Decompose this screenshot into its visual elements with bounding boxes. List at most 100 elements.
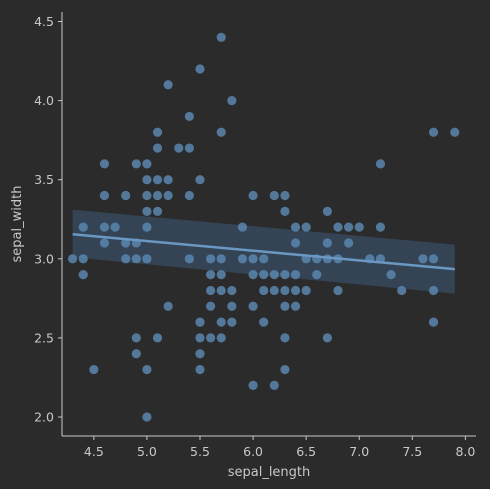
scatter-point xyxy=(184,190,194,201)
scatter-point xyxy=(280,190,290,201)
scatter-point xyxy=(386,270,396,280)
scatter-point xyxy=(280,333,290,343)
scatter-point xyxy=(216,333,226,343)
scatter-point xyxy=(428,127,439,137)
scatter-point xyxy=(152,333,163,343)
scatter-point xyxy=(206,333,216,343)
scatter-point xyxy=(142,364,152,375)
scatter-point xyxy=(142,222,152,232)
scatter-point xyxy=(344,238,354,248)
scatter-point xyxy=(184,143,194,153)
scatter-point xyxy=(227,96,237,106)
scatter-point xyxy=(121,254,131,264)
scatter-point xyxy=(184,254,194,264)
scatter-point xyxy=(195,349,205,359)
scatter-points-layer xyxy=(68,32,460,422)
scatter-point xyxy=(206,254,216,264)
scatter-point xyxy=(142,206,152,216)
scatter-point xyxy=(290,238,301,248)
scatter-point xyxy=(248,254,258,264)
scatter-point xyxy=(237,222,248,232)
scatter-point xyxy=(99,222,110,232)
scatter-point xyxy=(142,175,152,185)
scatter-point xyxy=(375,159,386,169)
scatter-point xyxy=(163,80,173,90)
scatter-point xyxy=(290,222,301,232)
scatter-point xyxy=(280,206,290,216)
scatter-point xyxy=(216,254,226,264)
scatter-point xyxy=(248,270,258,280)
scatter-point xyxy=(174,143,184,153)
x-tick-label: 6.0 xyxy=(243,444,263,459)
scatter-point xyxy=(78,270,88,280)
y-tick-label: 2.0 xyxy=(34,410,54,425)
scatter-point xyxy=(152,175,163,185)
scatter-point xyxy=(290,270,301,280)
x-tick-label: 5.5 xyxy=(190,444,210,459)
scatter-point xyxy=(206,270,216,280)
scatter-point xyxy=(152,206,163,216)
scatter-point xyxy=(301,285,311,296)
scatter-point xyxy=(259,317,269,327)
scatter-point xyxy=(216,317,226,327)
scatter-point xyxy=(344,222,354,232)
scatter-point xyxy=(322,333,332,343)
scatter-point xyxy=(280,285,290,296)
x-tick-label: 7.5 xyxy=(402,444,422,459)
scatter-point xyxy=(301,222,311,232)
scatter-point xyxy=(333,222,343,232)
scatter-point xyxy=(184,111,194,122)
scatter-point xyxy=(163,190,173,201)
scatter-point xyxy=(269,190,279,201)
scatter-point xyxy=(227,301,237,311)
axes-layer xyxy=(61,12,476,437)
scatter-point xyxy=(142,190,152,201)
scatter-point xyxy=(354,222,364,232)
scatter-point xyxy=(259,254,269,264)
x-tick-label: 5.0 xyxy=(137,444,157,459)
x-tick-label: 4.5 xyxy=(84,444,104,459)
scatter-point xyxy=(163,301,173,311)
scatter-point xyxy=(152,190,163,201)
scatter-point xyxy=(280,301,290,311)
scatter-point xyxy=(131,333,141,343)
scatter-point xyxy=(216,270,226,280)
scatter-point xyxy=(280,364,290,375)
scatter-point xyxy=(397,285,407,296)
scatter-point xyxy=(195,175,205,185)
y-tick-label: 2.5 xyxy=(34,330,54,345)
scatter-point xyxy=(131,254,141,264)
scatter-point xyxy=(450,127,460,137)
scatter-point xyxy=(131,349,141,359)
scatter-point xyxy=(78,222,88,232)
scatter-point xyxy=(227,285,237,296)
scatter-point xyxy=(216,32,226,42)
scatter-point xyxy=(142,254,152,264)
scatter-point xyxy=(195,64,205,74)
scatter-point xyxy=(99,238,110,248)
scatter-point xyxy=(152,127,163,137)
scatter-point xyxy=(375,222,386,232)
scatter-point xyxy=(195,317,205,327)
scatter-point xyxy=(322,206,332,216)
x-tick-label: 6.5 xyxy=(296,444,316,459)
scatter-point xyxy=(280,270,290,280)
scatter-point xyxy=(99,190,110,201)
scatter-point xyxy=(290,285,301,296)
scatter-point xyxy=(89,364,99,375)
scatter-point xyxy=(152,143,163,153)
scatter-point xyxy=(195,364,205,375)
scatter-point xyxy=(121,190,131,201)
scatter-point xyxy=(269,380,279,390)
scatter-point xyxy=(333,285,343,296)
scatter-point xyxy=(428,254,439,264)
x-ticks: 4.5 5.0 5.5 6.0 6.5 7.0 7.5 8.0 xyxy=(84,436,475,459)
x-tick-label: 7.0 xyxy=(349,444,369,459)
scatter-point xyxy=(269,285,279,296)
scatter-point xyxy=(227,317,237,327)
scatter-point xyxy=(195,333,205,343)
scatter-point xyxy=(121,238,131,248)
scatter-point xyxy=(142,412,152,422)
